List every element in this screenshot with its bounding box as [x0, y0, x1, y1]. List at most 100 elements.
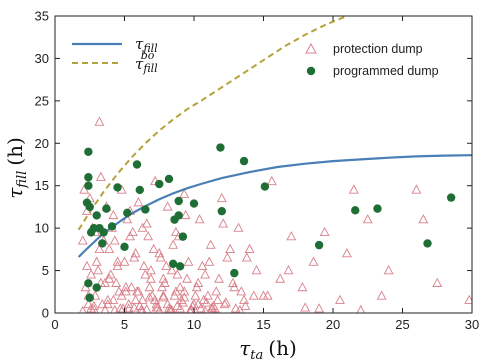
programmed-dump-point — [132, 160, 142, 169]
protection-dump-point — [151, 302, 162, 312]
programmed-dump-point — [373, 204, 382, 213]
protection-dump-point — [216, 192, 227, 203]
protection-dump-point — [77, 235, 88, 245]
protection-dump-point — [129, 302, 140, 312]
protection-dump-point — [82, 260, 92, 270]
protection-dump-point — [227, 277, 238, 287]
protection-dump-point — [225, 243, 236, 254]
programmed-dump-point — [99, 228, 108, 237]
protection-dump-point — [138, 305, 147, 313]
programmed-dump-point — [135, 185, 144, 195]
protection-dump-point — [117, 305, 126, 313]
protection-dump-point — [182, 273, 193, 283]
protection-dump-point — [300, 302, 311, 312]
x-tick-label: 5 — [121, 317, 128, 332]
protection-dump-point — [180, 209, 191, 220]
protection-dump-point — [211, 286, 222, 296]
y-tick-label: 10 — [35, 221, 49, 236]
protection-dump-point — [108, 209, 119, 220]
y-tick-label: 35 — [35, 9, 49, 24]
protection-dump-point — [144, 281, 155, 292]
x-axis-label-main: τ — [239, 336, 251, 360]
legend-label-tau-fill: τfill — [135, 35, 158, 55]
protection-dump-point — [200, 269, 211, 279]
programmed-dump-point — [107, 222, 117, 231]
protection-dump-point — [170, 226, 181, 237]
programmed-dump-point — [423, 239, 432, 248]
x-axis-label-unit: (h) — [268, 336, 297, 360]
x-tick-label: 0 — [51, 317, 58, 332]
legend-label-programmed-dump: programmed dump — [333, 64, 439, 78]
protection-dump-point — [175, 281, 186, 292]
programmed-dump-point — [164, 174, 174, 184]
protection-dump-point — [319, 226, 330, 237]
programmed-dump-point — [102, 204, 111, 213]
programmed-dump-point — [84, 181, 93, 190]
protection-dump-point — [148, 243, 159, 254]
y-tick-label: 20 — [35, 136, 49, 151]
protection-dump-point — [179, 292, 190, 302]
y-tick-label: 25 — [35, 93, 49, 108]
protection-dump-point — [235, 304, 245, 313]
protection-dump-point — [179, 286, 190, 296]
protection-dump-point — [102, 294, 113, 304]
legend-tau-fill-bo-main: τ — [135, 55, 144, 73]
legend-tau-fill-main: τ — [135, 35, 144, 53]
protection-dump-point — [258, 290, 269, 300]
protection-dump-point — [244, 243, 255, 254]
protection-dump-point — [170, 286, 181, 296]
x-axis-label: τta (h) — [239, 336, 297, 361]
protection-dump-point — [150, 294, 161, 304]
protection-dump-point — [137, 222, 148, 232]
programmed-dump-point — [216, 143, 225, 152]
protection-dump-point — [162, 201, 173, 211]
protection-dump-point — [251, 265, 262, 275]
protection-dump-point — [158, 290, 169, 300]
protection-dump-point — [133, 286, 144, 296]
protection-dump-point — [201, 297, 212, 307]
protection-dump-point — [155, 252, 166, 262]
programmed-dump-point — [217, 206, 226, 216]
protection-dump-point — [214, 273, 224, 283]
programmed-dump-point — [84, 173, 93, 182]
programmed-dump-point — [178, 232, 188, 241]
legend-label-tau-fill-bo: τfillbo — [135, 49, 158, 75]
x-tick-label: 15 — [256, 317, 270, 332]
protection-dump-point — [91, 256, 102, 266]
protection-dump-point — [94, 116, 105, 126]
protection-dump-point — [222, 252, 233, 262]
y-axis-label-sub: fill — [15, 171, 30, 189]
protection-dump-point — [204, 256, 215, 266]
legend-tau-fill-bo-sub: fill — [142, 62, 158, 75]
legend-points: protection dump programmed dump — [305, 42, 439, 78]
x-axis-label-sub: ta — [250, 348, 263, 361]
programmed-dump-point — [314, 240, 324, 250]
protection-dump-point — [229, 281, 240, 292]
protection-dump-point — [190, 290, 201, 300]
y-tick-label: 0 — [42, 306, 49, 321]
legend-marker-circle — [306, 66, 316, 76]
protection-dump-point — [297, 281, 308, 292]
programmed-dump-point — [446, 193, 456, 202]
protection-dump-point — [230, 303, 241, 313]
protection-dump-point — [432, 277, 443, 287]
programmed-dump-point — [239, 156, 249, 166]
protection-dump-point — [83, 298, 94, 309]
programmed-dump-point — [230, 268, 239, 278]
protection-dump-point — [175, 303, 186, 313]
series-line-1 — [77, 16, 348, 231]
protection-dump-point — [286, 231, 297, 241]
protection-dump-point — [464, 294, 472, 304]
programmed-dump-point — [85, 293, 94, 302]
y-axis-label-unit: (h) — [3, 137, 27, 166]
protection-dump-point — [193, 277, 204, 287]
protection-dump-point — [144, 292, 155, 302]
protection-dump-point — [205, 239, 216, 249]
protection-dump-point — [177, 297, 188, 307]
protection-dump-point — [104, 273, 115, 283]
y-axis-label-main: τ — [3, 187, 27, 199]
protection-dump-point — [248, 290, 259, 300]
protection-dump-point — [136, 304, 146, 313]
protection-dump-point — [137, 294, 148, 304]
